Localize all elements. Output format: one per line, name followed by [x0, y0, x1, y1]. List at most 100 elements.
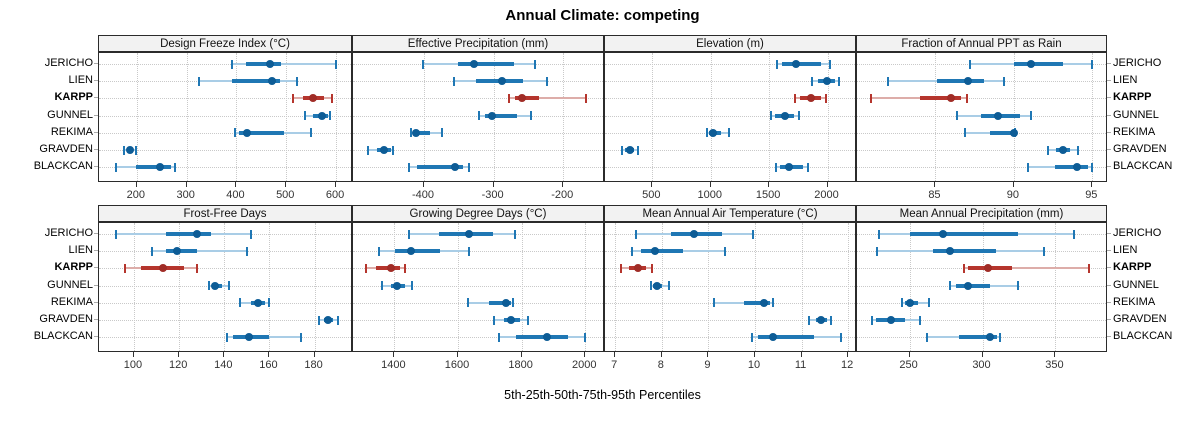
median-dot-jericho — [1027, 60, 1036, 68]
x-axis-title: 5th-25th-50th-75th-95th Percentiles — [504, 388, 701, 402]
whisker-cap-5th — [114, 162, 117, 172]
whisker-cap-5th — [962, 263, 965, 273]
interquartile-bar-25-75 — [937, 79, 985, 84]
x-axis-tick-label: 300 — [176, 189, 195, 201]
x-axis-tick — [135, 182, 137, 187]
site-label-right-gunnel: GUNNEL — [1113, 278, 1159, 291]
median-dot-gunnel — [488, 111, 497, 120]
whisker-cap-5th — [630, 246, 633, 256]
median-dot-lien — [946, 247, 955, 256]
median-dot-gravden — [126, 146, 135, 154]
whisker-cap-5th — [478, 111, 480, 121]
panel-frost-free-days — [98, 222, 352, 352]
whisker-5-95 — [965, 131, 1016, 134]
interquartile-bar-25-75 — [757, 335, 814, 340]
whisker-cap-5th — [926, 332, 929, 342]
x-axis-tick-label: 90 — [1006, 189, 1019, 201]
whisker-cap-95th — [441, 128, 444, 138]
whisker-cap-95th — [328, 111, 331, 121]
vertical-gridline — [424, 53, 425, 181]
whisker-cap-95th — [337, 315, 340, 325]
whisker-cap-5th — [876, 246, 879, 256]
median-dot-karpp — [947, 94, 956, 103]
whisker-cap-95th — [839, 332, 842, 342]
median-dot-lien — [268, 77, 277, 86]
vertical-gridline — [801, 223, 803, 351]
interquartile-bar-25-75 — [458, 62, 514, 66]
whisker-cap-95th — [530, 111, 533, 121]
x-axis-tick — [393, 352, 395, 357]
median-dot-blackcan — [985, 333, 994, 342]
x-axis-tick-label: 400 — [226, 189, 245, 201]
whisker-cap-5th — [497, 332, 500, 342]
whisker-cap-5th — [230, 59, 233, 69]
whisker-cap-5th — [870, 315, 873, 325]
whisker-cap-5th — [877, 229, 880, 239]
vertical-gridline — [585, 223, 587, 351]
interquartile-bar-25-75 — [514, 96, 539, 101]
horizontal-gridline — [605, 150, 855, 151]
panel-elevation-m — [604, 52, 856, 182]
site-label-left-karpp: KARPP — [54, 91, 93, 104]
whisker-cap-95th — [268, 298, 271, 308]
median-dot-lien — [497, 77, 506, 86]
x-axis-tick — [562, 182, 564, 187]
chart-title: Annual Climate: competing — [505, 7, 700, 24]
median-dot-karpp — [518, 94, 527, 103]
median-dot-lien — [407, 247, 416, 256]
whisker-cap-95th — [637, 145, 640, 155]
x-axis-tick-label: 2000 — [814, 189, 839, 201]
whisker-cap-95th — [838, 76, 841, 86]
x-axis-tick-label: 160 — [259, 359, 278, 371]
whisker-cap-5th — [811, 76, 814, 86]
interquartile-bar-25-75 — [395, 249, 440, 254]
whisker-5-95 — [508, 97, 586, 100]
x-axis-tick-label: 100 — [123, 359, 143, 371]
y-axis-tick-right — [1107, 336, 1111, 338]
median-dot-gunnel — [781, 111, 790, 120]
x-axis-tick — [335, 182, 337, 187]
median-dot-karpp — [309, 94, 318, 103]
horizontal-gridline — [353, 268, 603, 270]
x-axis-tick-label: 200 — [126, 189, 146, 201]
x-axis-tick-label: -300 — [481, 189, 504, 201]
x-axis-tick — [584, 352, 586, 357]
whisker-cap-95th — [584, 332, 587, 342]
panel-header-elevation-m: Elevation (m) — [604, 35, 856, 52]
x-axis-tick — [492, 182, 494, 187]
x-axis-tick-label: 9 — [704, 359, 711, 371]
horizontal-gridline — [99, 302, 351, 304]
horizontal-gridline — [99, 64, 351, 65]
x-axis-tick — [520, 352, 522, 357]
site-label-left-lien: LIEN — [68, 244, 93, 257]
panel-design-freeze-index-c — [98, 52, 352, 182]
panel-header-mean-annual-precipitation-mm: Mean Annual Precipitation (mm) — [856, 205, 1107, 222]
y-axis-tick-right — [1107, 131, 1111, 133]
whisker-cap-95th — [410, 281, 413, 291]
whisker-cap-5th — [304, 111, 307, 121]
y-axis-tick-left — [94, 149, 98, 150]
site-label-right-gunnel: GUNNEL — [1113, 108, 1159, 121]
median-dot-blackcan — [785, 163, 794, 172]
y-axis-tick-left — [94, 80, 98, 82]
whisker-cap-5th — [114, 229, 117, 239]
median-dot-gunnel — [963, 281, 972, 290]
whisker-cap-5th — [751, 332, 754, 342]
whisker-cap-5th — [421, 59, 424, 69]
x-axis-tick-label: 10 — [747, 359, 761, 371]
whisker-cap-5th — [949, 281, 952, 291]
whisker-5-95 — [871, 97, 967, 100]
whisker-cap-95th — [527, 315, 529, 325]
median-dot-rekima — [905, 298, 914, 307]
site-label-right-blackcan: BLACKCAN — [1113, 160, 1173, 173]
y-axis-tick-right — [1107, 63, 1111, 64]
whisker-cap-5th — [207, 281, 210, 291]
y-axis-tick-right — [1107, 149, 1111, 150]
whisker-cap-95th — [512, 298, 515, 308]
whisker-cap-95th — [1030, 111, 1033, 121]
whisker-cap-95th — [533, 59, 536, 69]
x-axis-tick — [826, 182, 828, 187]
horizontal-gridline — [99, 115, 351, 117]
site-label-right-karpp: KARPP — [1113, 261, 1152, 274]
